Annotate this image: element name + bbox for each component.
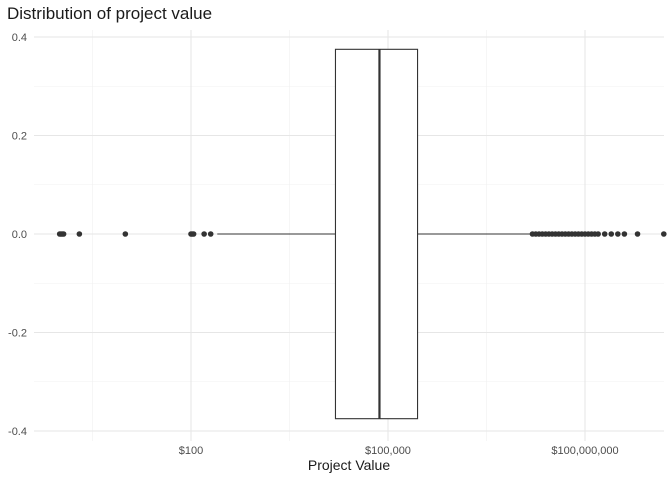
y-tick-label: 0.4 (12, 32, 27, 44)
y-tick-label: -0.4 (8, 426, 27, 438)
x-axis-title: Project Value (308, 457, 390, 473)
y-tick-label: 0.0 (12, 229, 27, 241)
outlier-point (601, 231, 608, 237)
x-tick-label: $100,000 (365, 445, 411, 457)
x-tick-label: $100,000,000 (551, 445, 618, 457)
iqr-box (334, 48, 419, 420)
y-tick-label: -0.2 (8, 328, 27, 340)
outlier-points (56, 231, 667, 237)
outlier-point (621, 231, 628, 237)
outlier-point (201, 231, 207, 237)
y-tick-label: 0.2 (12, 131, 27, 143)
tick-labels: 0.4 0.2 0.0 -0.2 -0.4 $100 $100,000 $100,000,00… (8, 32, 619, 457)
box-layer (217, 48, 533, 420)
outlier-point (595, 231, 601, 237)
outlier-point (207, 231, 214, 237)
outlier-point (661, 231, 667, 237)
x-tick-label: $100 (179, 445, 203, 457)
chart-title: Distribution of project value (7, 4, 213, 23)
outlier-point (122, 231, 129, 237)
outlier-point (190, 231, 197, 237)
outlier-point (608, 231, 615, 237)
outlier-point (76, 231, 83, 237)
outlier-point (60, 231, 67, 237)
outlier-point (615, 231, 621, 237)
outlier-point (634, 231, 641, 237)
